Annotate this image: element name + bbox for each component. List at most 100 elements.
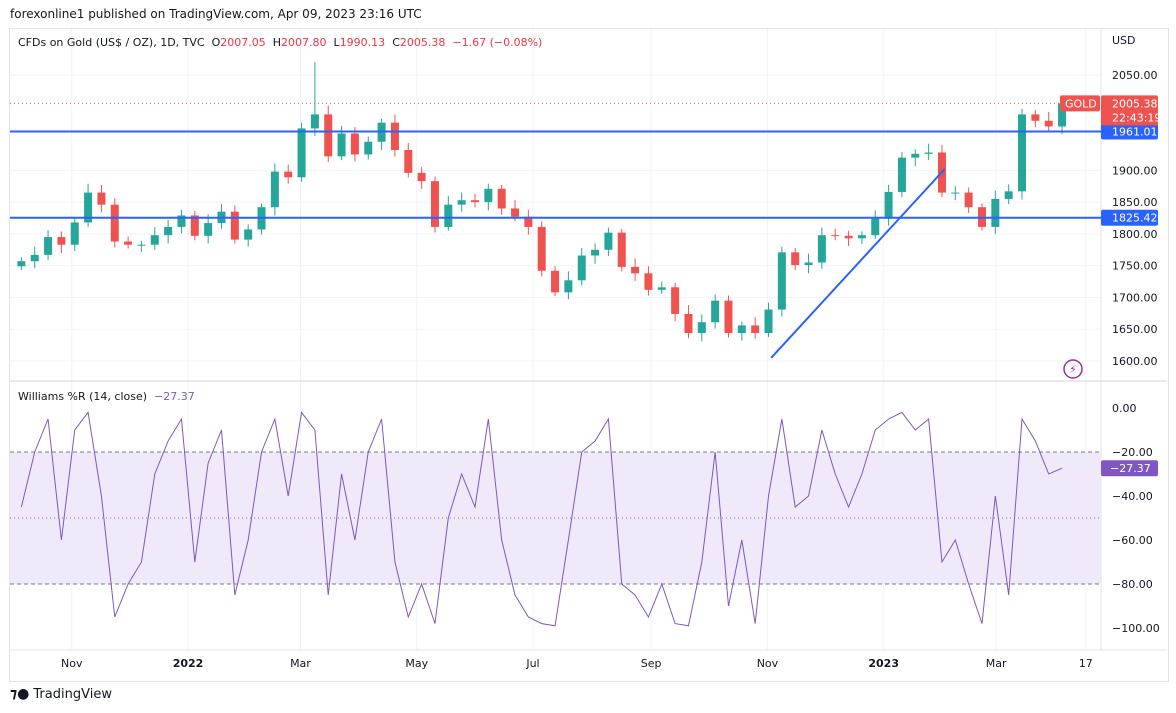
symbol-title: CFDs on Gold (US$ / OZ), 1D, TVC <box>18 36 205 49</box>
y-tick-label: 1900.00 <box>1112 164 1158 177</box>
candle-body <box>564 280 573 293</box>
candle-body <box>711 300 720 323</box>
candle-body <box>1018 114 1027 192</box>
high-value: 2007.80 <box>281 36 327 49</box>
candle-body <box>671 287 680 314</box>
level-price-tag <box>1101 209 1158 226</box>
williams-band <box>10 452 1101 584</box>
x-tick-label: 2022 <box>173 657 204 670</box>
high-label: H <box>272 36 282 49</box>
candle-body <box>404 150 413 173</box>
candle-body <box>270 171 279 208</box>
candle-body <box>137 244 146 246</box>
williams-legend: Williams %R (14, close) −27.37 <box>18 390 195 403</box>
candle-body <box>857 235 866 239</box>
candle-body <box>430 181 439 227</box>
level-price-label: 1825.42 <box>1112 212 1158 225</box>
candle-body <box>871 218 880 236</box>
y-tick-label: 1750.00 <box>1112 260 1158 273</box>
symbol-tag-label: GOLD <box>1065 97 1097 110</box>
candle-body <box>230 211 239 240</box>
last-price-label: 2005.38 <box>1112 97 1158 110</box>
low-label: L <box>333 36 340 49</box>
open-label: O <box>211 36 221 49</box>
candle-body <box>657 287 666 290</box>
y-tick-label: 1700.00 <box>1112 291 1158 304</box>
williams-tick-label: −20.00 <box>1112 446 1153 459</box>
candle-body <box>150 235 159 245</box>
williams-title: Williams %R (14, close) <box>18 390 148 403</box>
candle-body <box>844 235 853 239</box>
candle-body <box>804 262 813 266</box>
candle-body <box>350 133 359 155</box>
candle-body <box>591 249 600 256</box>
candle-body <box>724 300 733 334</box>
candle-body <box>924 152 933 154</box>
candle-body <box>631 266 640 274</box>
candle-body <box>70 222 79 245</box>
close-value: 2005.38 <box>399 36 446 49</box>
candle-body <box>964 192 973 208</box>
x-tick-label: Jul <box>525 657 539 670</box>
symbol-tag <box>1060 95 1100 112</box>
candle-body <box>511 208 520 217</box>
y-tick-label: 1800.00 <box>1112 228 1158 241</box>
candle-body <box>324 114 333 157</box>
candle-body <box>577 255 586 281</box>
level-price-tag <box>1101 123 1158 140</box>
candle-body <box>110 204 119 242</box>
candle-body <box>751 325 760 334</box>
x-tick-label: 2023 <box>868 657 899 670</box>
candle-body <box>444 204 453 227</box>
candle-body <box>30 254 39 262</box>
candle-body <box>537 226 546 271</box>
candle-body <box>390 122 399 151</box>
candle-body <box>484 188 493 203</box>
y-tick-label: 1600.00 <box>1112 355 1158 368</box>
x-tick-label: Mar <box>986 657 1007 670</box>
williams-tick-label: −60.00 <box>1112 534 1153 547</box>
candle-body <box>297 128 306 178</box>
candle-body <box>84 192 93 223</box>
tradingview-logo[interactable]: ⁊● TradingView <box>10 686 112 702</box>
close-label: C <box>392 36 400 49</box>
candle-body <box>57 237 66 245</box>
candle-body <box>764 309 773 334</box>
candle-body <box>644 273 653 290</box>
williams-value-tag <box>1101 460 1158 477</box>
candle-body <box>991 198 1000 227</box>
trend-line <box>770 168 946 359</box>
candle-body <box>17 261 26 267</box>
x-tick-label: Mar <box>290 657 311 670</box>
candle-body <box>737 325 746 334</box>
candle-body <box>124 241 133 245</box>
williams-tick-label: −80.00 <box>1112 578 1153 591</box>
candle-body <box>604 232 613 250</box>
low-value: 1990.13 <box>339 36 386 49</box>
x-tick-label: May <box>405 657 428 670</box>
last-price-tag <box>1101 95 1158 126</box>
countdown-label: 22:43:19 <box>1112 111 1161 124</box>
candle-body <box>284 171 293 178</box>
candle-body <box>337 133 346 157</box>
candle-body <box>204 223 213 236</box>
candle-body <box>244 229 253 240</box>
open-value: 2007.05 <box>220 36 266 49</box>
candle-body <box>551 270 560 293</box>
x-tick-label: Nov <box>757 657 779 670</box>
candle-body <box>497 188 506 209</box>
flash-icon-glyph: ⚡ <box>1069 363 1077 376</box>
y-tick-label: 1650.00 <box>1112 323 1158 336</box>
williams-tick-label: −40.00 <box>1112 490 1153 503</box>
candle-body <box>190 215 199 236</box>
candle-body <box>911 153 920 158</box>
candle-body <box>470 200 479 203</box>
candle-body <box>177 215 186 227</box>
y-tick-label: 2050.00 <box>1112 69 1158 82</box>
williams-value-label: −27.37 <box>1110 462 1151 475</box>
candle-body <box>817 235 826 263</box>
change-value: −1.67 (−0.08%) <box>452 36 543 49</box>
candle-body <box>1031 114 1040 121</box>
